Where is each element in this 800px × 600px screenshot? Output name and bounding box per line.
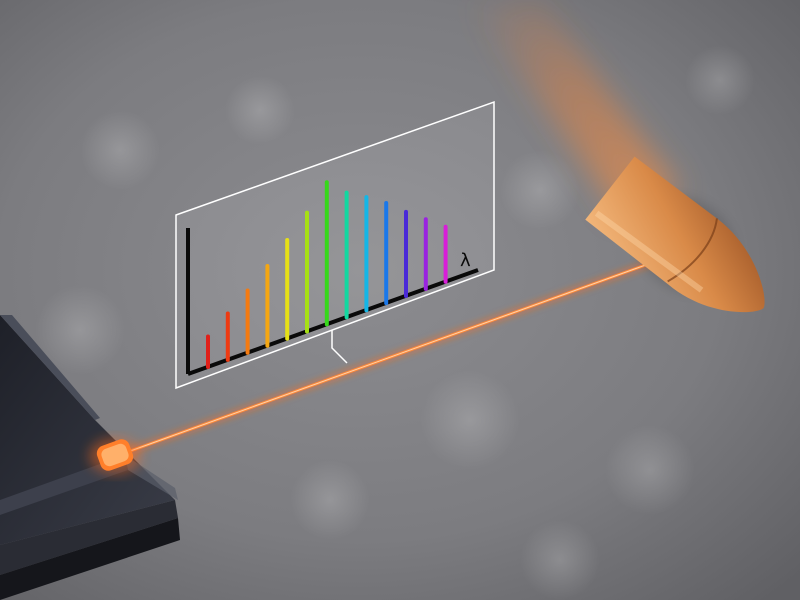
axis-label-lambda: λ <box>460 250 471 271</box>
spectrum-bars <box>206 180 448 369</box>
x-axis <box>187 268 479 376</box>
photonic-chip <box>0 315 180 600</box>
bullet <box>585 156 765 313</box>
bokeh-lights <box>35 45 755 600</box>
panel-pointer <box>331 330 348 364</box>
spectrum-panel-frame <box>175 100 495 390</box>
chip-resonator <box>89 438 141 474</box>
bullet-trail <box>470 0 680 215</box>
spectrum-panel: λ <box>175 100 495 390</box>
